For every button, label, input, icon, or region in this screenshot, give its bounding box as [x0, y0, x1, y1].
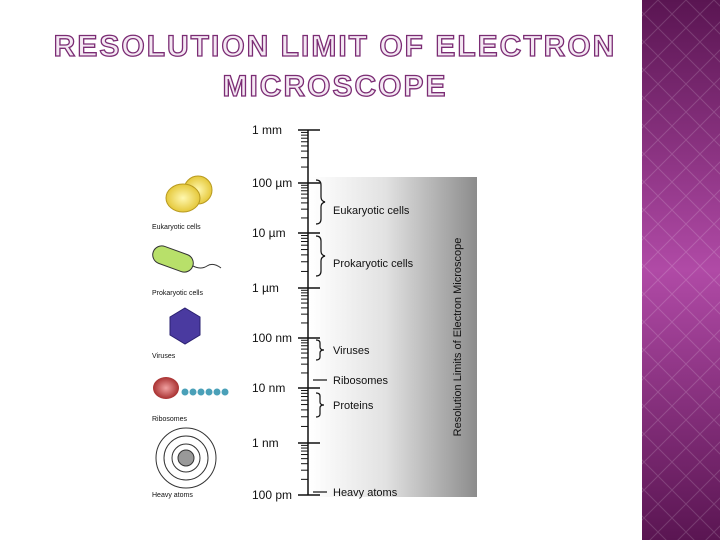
side-pattern — [642, 0, 720, 540]
scale-label: 100 nm — [252, 331, 292, 345]
scale-label: 1 mm — [252, 123, 282, 137]
range-label: Ribosomes — [333, 375, 389, 387]
title-line: RESOLUTION LIMIT OF ELECTRON — [54, 30, 617, 63]
bar-label: Resolution Limits of Electron Microscope — [452, 238, 464, 437]
brace — [315, 392, 325, 418]
icon-prokaryote — [152, 245, 222, 273]
range-label: Proteins — [333, 400, 374, 412]
range-label: Viruses — [333, 345, 370, 357]
resolution-bar — [310, 177, 477, 497]
icon-label: Heavy atoms — [152, 492, 193, 499]
range-label: Heavy atoms — [333, 487, 398, 499]
scale-label: 10 µm — [252, 226, 286, 240]
scale-label: 10 nm — [252, 381, 285, 395]
icon-label: Viruses — [152, 353, 176, 360]
scale-label: 1 nm — [252, 436, 279, 450]
title-line: MICROSCOPE — [222, 70, 447, 103]
scale-label: 1 µm — [252, 281, 279, 295]
icon-label: Ribosomes — [152, 416, 188, 423]
brace — [315, 339, 325, 361]
scale-label: 100 pm — [252, 488, 292, 502]
icon-ribosome — [153, 377, 229, 399]
range-label: Prokaryotic cells — [333, 258, 414, 270]
icon-atom — [155, 427, 217, 489]
scale-label: 100 µm — [252, 176, 292, 190]
icon-label: Eukaryotic cells — [152, 224, 201, 231]
brace — [315, 179, 326, 225]
brace — [315, 235, 326, 277]
icon-label: Prokaryotic cells — [152, 290, 203, 297]
icon-eukaryote — [165, 175, 213, 213]
icon-virus — [169, 307, 201, 345]
range-label: Eukaryotic cells — [333, 205, 410, 217]
